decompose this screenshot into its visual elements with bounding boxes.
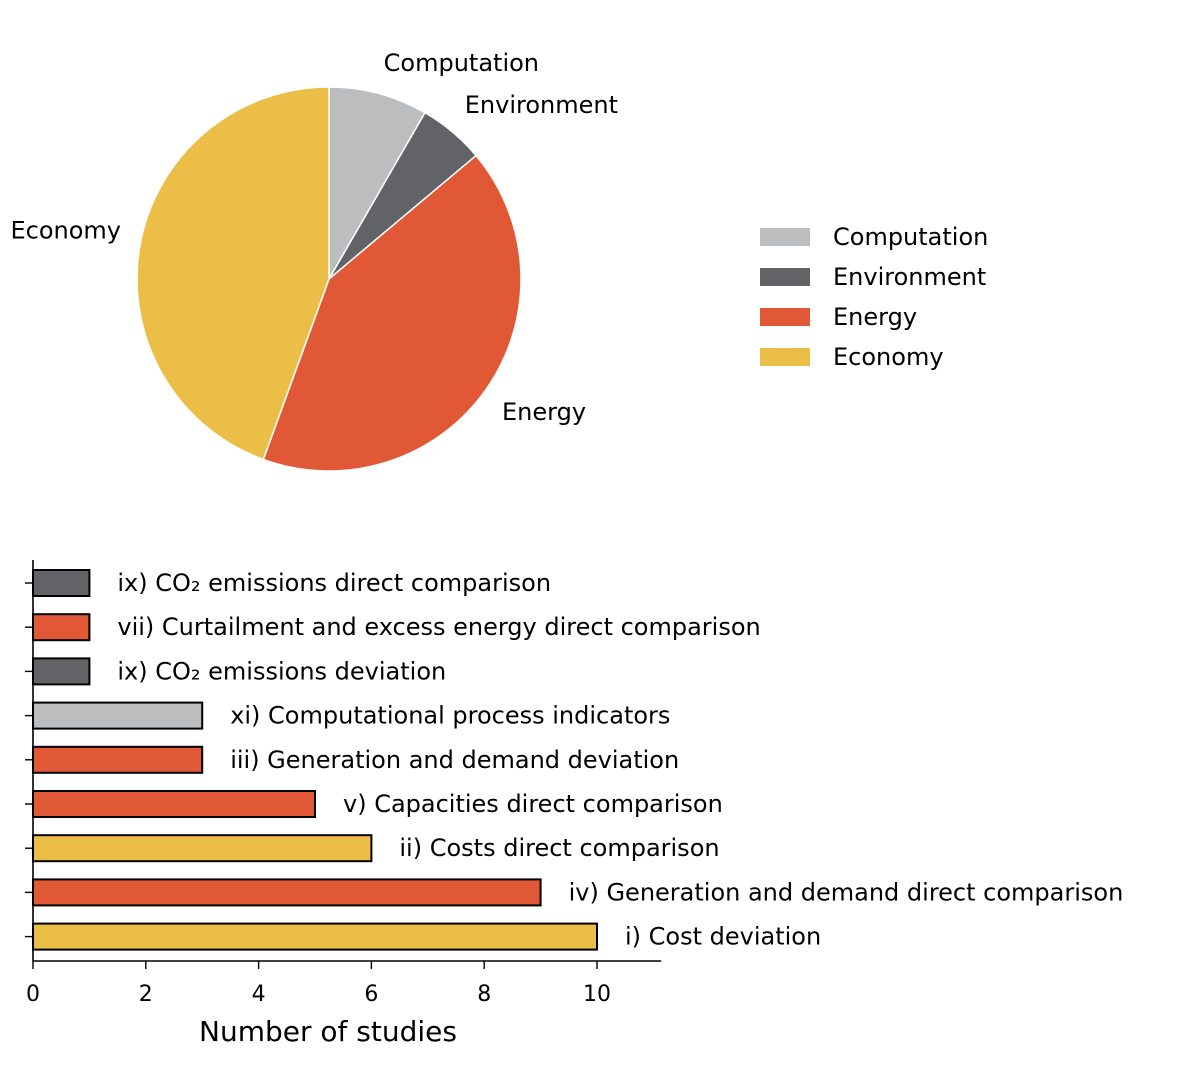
bar-ix-co-emissions-direct-comparison [32,569,91,597]
legend-label-economy: Economy [833,343,944,371]
x-axis-title: Number of studies [199,1015,457,1048]
legend-swatch-economy [760,348,810,366]
bar-label-iii-generation-and-demand-deviation: iii) Generation and demand deviation [230,746,679,774]
pie-slice-computation [328,86,426,280]
bar-label-ix-co-emissions-direct-comparison: ix) CO₂ emissions direct comparison [117,569,551,597]
legend-label-computation: Computation [833,223,988,251]
bar-v-capacities-direct-comparison [32,790,316,818]
legend-label-environment: Environment [833,263,986,291]
bar-i-cost-deviation [32,922,598,951]
bar-ix-co-emissions-deviation [32,657,91,686]
bar-label-i-cost-deviation: i) Cost deviation [625,923,821,951]
pie-label-energy: Energy [502,398,586,426]
pie-legend: Computation Environment Energy Economy [760,223,988,371]
legend-swatch-environment [760,268,810,286]
x-tick-label: 0 [26,982,40,1007]
pie-label-computation: Computation [384,49,539,77]
pie-label-environment: Environment [465,91,618,119]
bar-label-vii-curtailment-and-excess-energy-direct-comparison: vii) Curtailment and excess energy direc… [117,613,760,641]
legend-swatch-energy [760,308,810,326]
bar-label-iv-generation-and-demand-direct-comparison: iv) Generation and demand direct compari… [569,878,1124,906]
x-tick-label: 4 [252,982,266,1007]
bar-vii-curtailment-and-excess-energy-direct-comparison [32,613,91,642]
pie-label-economy: Economy [10,216,121,244]
pie-slice-energy [262,154,522,472]
x-tick-label: 2 [139,982,153,1007]
x-tick-label: 8 [477,982,491,1007]
legend-label-energy: Energy [833,303,917,331]
x-tick-label: 6 [364,982,378,1007]
pie-chart: Computation Environment Energy Economy [10,49,618,472]
bar-label-ix-co-emissions-deviation: ix) CO₂ emissions deviation [117,657,446,685]
bar-ii-costs-direct-comparison [32,834,373,863]
x-tick-label: 10 [583,982,611,1007]
bar-chart: ix) CO₂ emissions direct comparison vii) … [25,560,1123,1048]
legend-swatch-computation [760,228,810,246]
bar-label-ii-costs-direct-comparison: ii) Costs direct comparison [399,834,719,862]
bar-iii-generation-and-demand-deviation [32,745,204,774]
bar-label-v-capacities-direct-comparison: v) Capacities direct comparison [343,790,723,818]
bar-iv-generation-and-demand-direct-comparison [32,878,542,907]
bar-label-xi-computational-process-indicators: xi) Computational process indicators [230,702,670,730]
bar-xi-computational-process-indicators [32,701,204,730]
pie-slice-economy [136,86,330,461]
